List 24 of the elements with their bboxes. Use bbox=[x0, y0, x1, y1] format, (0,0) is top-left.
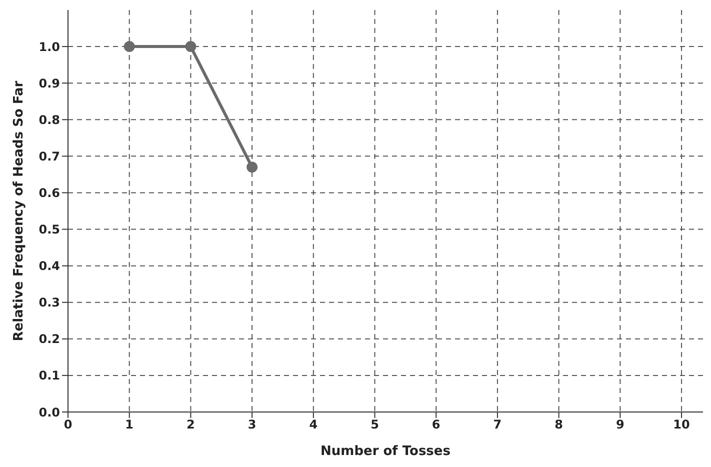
y-tick-label: 0.5 bbox=[38, 222, 60, 237]
x-tick-label: 4 bbox=[309, 418, 318, 432]
y-tick-label: 0.4 bbox=[38, 259, 60, 274]
x-tick-label: 2 bbox=[186, 418, 195, 432]
x-tick-label: 1 bbox=[125, 418, 134, 432]
y-tick-label: 0.1 bbox=[38, 368, 60, 383]
x-tick-label: 10 bbox=[673, 418, 690, 432]
x-axis-title: Number of Tosses bbox=[320, 444, 451, 459]
y-tick-label: 0.7 bbox=[38, 149, 60, 164]
y-axis-title: Relative Frequency of Heads So Far bbox=[12, 80, 27, 342]
y-tick-label: 0.3 bbox=[38, 296, 60, 310]
x-tick-label: 0 bbox=[64, 418, 72, 432]
x-tick-label: 3 bbox=[248, 418, 256, 432]
x-tick-label: 7 bbox=[493, 418, 502, 432]
x-tick-label: 6 bbox=[432, 418, 440, 432]
y-tick-label: 0.9 bbox=[38, 76, 60, 90]
y-tick-label: 0.0 bbox=[38, 405, 60, 420]
y-tick-label: 0.6 bbox=[38, 186, 60, 200]
x-tick-label: 9 bbox=[616, 418, 624, 432]
x-tick-label: 8 bbox=[554, 418, 563, 432]
y-tick-label: 1.0 bbox=[38, 40, 60, 54]
x-tick-label: 5 bbox=[370, 418, 379, 432]
y-tick-label: 0.2 bbox=[38, 332, 60, 346]
y-tick-label: 0.8 bbox=[38, 112, 60, 127]
